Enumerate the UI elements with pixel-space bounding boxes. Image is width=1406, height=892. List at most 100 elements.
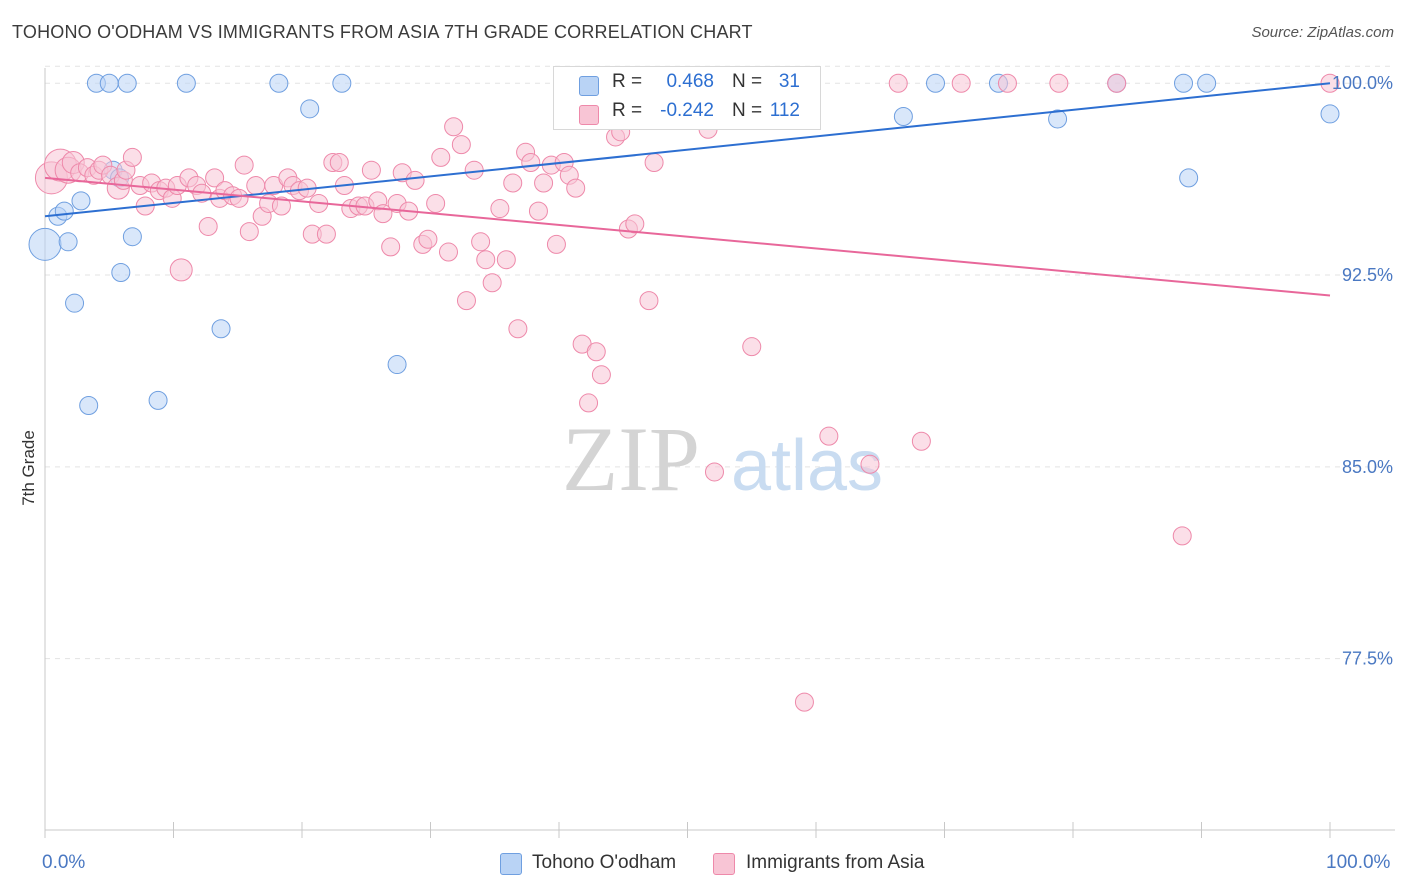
- point-asia: [997, 73, 1017, 93]
- point-tohono: [387, 355, 407, 375]
- point-asia: [246, 176, 266, 196]
- point-asia: [381, 237, 401, 257]
- axes: [44, 68, 1395, 838]
- point-tohono: [332, 73, 352, 93]
- point-tohono: [54, 201, 74, 221]
- chart-title: TOHONO O'ODHAM VS IMMIGRANTS FROM ASIA 7…: [12, 22, 753, 42]
- point-tohono: [65, 293, 85, 313]
- point-asia: [503, 173, 523, 193]
- point-asia: [911, 431, 931, 451]
- point-asia: [438, 242, 458, 262]
- point-tohono: [111, 262, 131, 282]
- y-tick-label: 100.0%: [1332, 73, 1393, 93]
- point-asia: [1107, 73, 1127, 93]
- point-asia: [794, 692, 814, 712]
- point-asia: [566, 178, 586, 198]
- point-tohono: [1197, 73, 1217, 93]
- point-asia: [361, 160, 381, 180]
- legend-r-value: 0.468: [666, 71, 714, 92]
- point-asia: [625, 214, 645, 234]
- legend-swatch-blue: [579, 76, 599, 96]
- point-asia: [508, 319, 528, 339]
- point-tohono: [1320, 104, 1340, 124]
- point-asia: [239, 222, 259, 242]
- point-tohono: [58, 232, 78, 252]
- legend-swatch-asia: [713, 853, 735, 875]
- point-tohono: [926, 73, 946, 93]
- point-tohono: [1048, 109, 1068, 129]
- y-tick-labels: 100.0% 92.5% 85.0% 77.5%: [1332, 73, 1393, 668]
- point-asia: [521, 153, 541, 173]
- legend-n-label: N =: [732, 100, 763, 121]
- point-tohono: [28, 227, 62, 261]
- legend-label-asia: Immigrants from Asia: [746, 852, 925, 873]
- point-tohono: [893, 106, 913, 126]
- y-tick-label: 77.5%: [1342, 649, 1393, 669]
- point-asia: [1172, 526, 1192, 546]
- series-legend: Tohono O'odham Immigrants from Asia: [500, 852, 970, 876]
- point-asia: [271, 196, 291, 216]
- point-tohono: [300, 99, 320, 119]
- x-axis-max-label: 100.0%: [1326, 852, 1391, 873]
- point-tohono: [211, 319, 231, 339]
- point-tohono: [148, 390, 168, 410]
- point-tohono: [117, 73, 137, 93]
- gridlines: [45, 65, 1395, 660]
- point-asia: [431, 147, 451, 167]
- point-asia: [639, 291, 659, 311]
- point-asia: [496, 250, 516, 270]
- watermark: ZIP atlas: [562, 408, 883, 510]
- point-asia: [169, 258, 193, 282]
- point-asia: [534, 173, 554, 193]
- point-asia: [819, 426, 839, 446]
- watermark-atlas: atlas: [731, 426, 883, 506]
- point-asia: [546, 234, 566, 254]
- point-asia: [418, 229, 438, 249]
- point-asia: [1049, 73, 1069, 93]
- point-asia: [329, 153, 349, 173]
- point-asia: [528, 201, 548, 221]
- legend-row-asia: R = -0.242 N = 112: [554, 100, 820, 130]
- legend-swatch-tohono: [500, 853, 522, 875]
- watermark-zip: ZIP: [562, 408, 700, 510]
- point-asia: [476, 250, 496, 270]
- point-asia: [586, 342, 606, 362]
- point-asia: [405, 170, 425, 190]
- point-asia: [426, 193, 446, 213]
- legend-r-value: -0.242: [660, 100, 714, 121]
- point-asia: [316, 224, 336, 244]
- legend-n-label: N =: [732, 71, 763, 92]
- legend-row-tohono: R = 0.468 N = 31: [554, 71, 820, 101]
- legend-r-label: R =: [612, 71, 643, 92]
- point-tohono: [71, 191, 91, 211]
- point-tohono: [1174, 73, 1194, 93]
- legend-n-value: 31: [778, 71, 800, 92]
- legend-swatch-pink: [579, 105, 599, 125]
- point-tohono: [99, 73, 119, 93]
- source-note: Source: ZipAtlas.com: [1251, 24, 1394, 41]
- trend-line-asia: [44, 176, 1331, 297]
- point-asia: [860, 454, 880, 474]
- point-asia: [234, 155, 254, 175]
- y-tick-label: 92.5%: [1342, 265, 1393, 285]
- point-tohono: [269, 73, 289, 93]
- correlation-legend: R = 0.468 N = 31 R = -0.242 N = 112: [553, 66, 821, 130]
- point-asia: [229, 188, 249, 208]
- point-asia: [451, 135, 471, 155]
- point-asia: [591, 365, 611, 385]
- x-axis-min-label: 0.0%: [42, 852, 86, 873]
- y-axis-label: 7th Grade: [19, 430, 38, 506]
- point-asia: [888, 73, 908, 93]
- y-tick-label: 85.0%: [1342, 457, 1393, 477]
- point-asia: [122, 147, 142, 167]
- point-tohono: [176, 73, 196, 93]
- trend-lines: [44, 82, 1331, 297]
- point-tohono: [1179, 168, 1199, 188]
- legend-n-value: 112: [769, 100, 800, 121]
- point-asia: [951, 73, 971, 93]
- point-asia: [456, 291, 476, 311]
- trend-line-tohono: [44, 82, 1331, 218]
- point-asia: [205, 168, 225, 188]
- point-tohono: [122, 227, 142, 247]
